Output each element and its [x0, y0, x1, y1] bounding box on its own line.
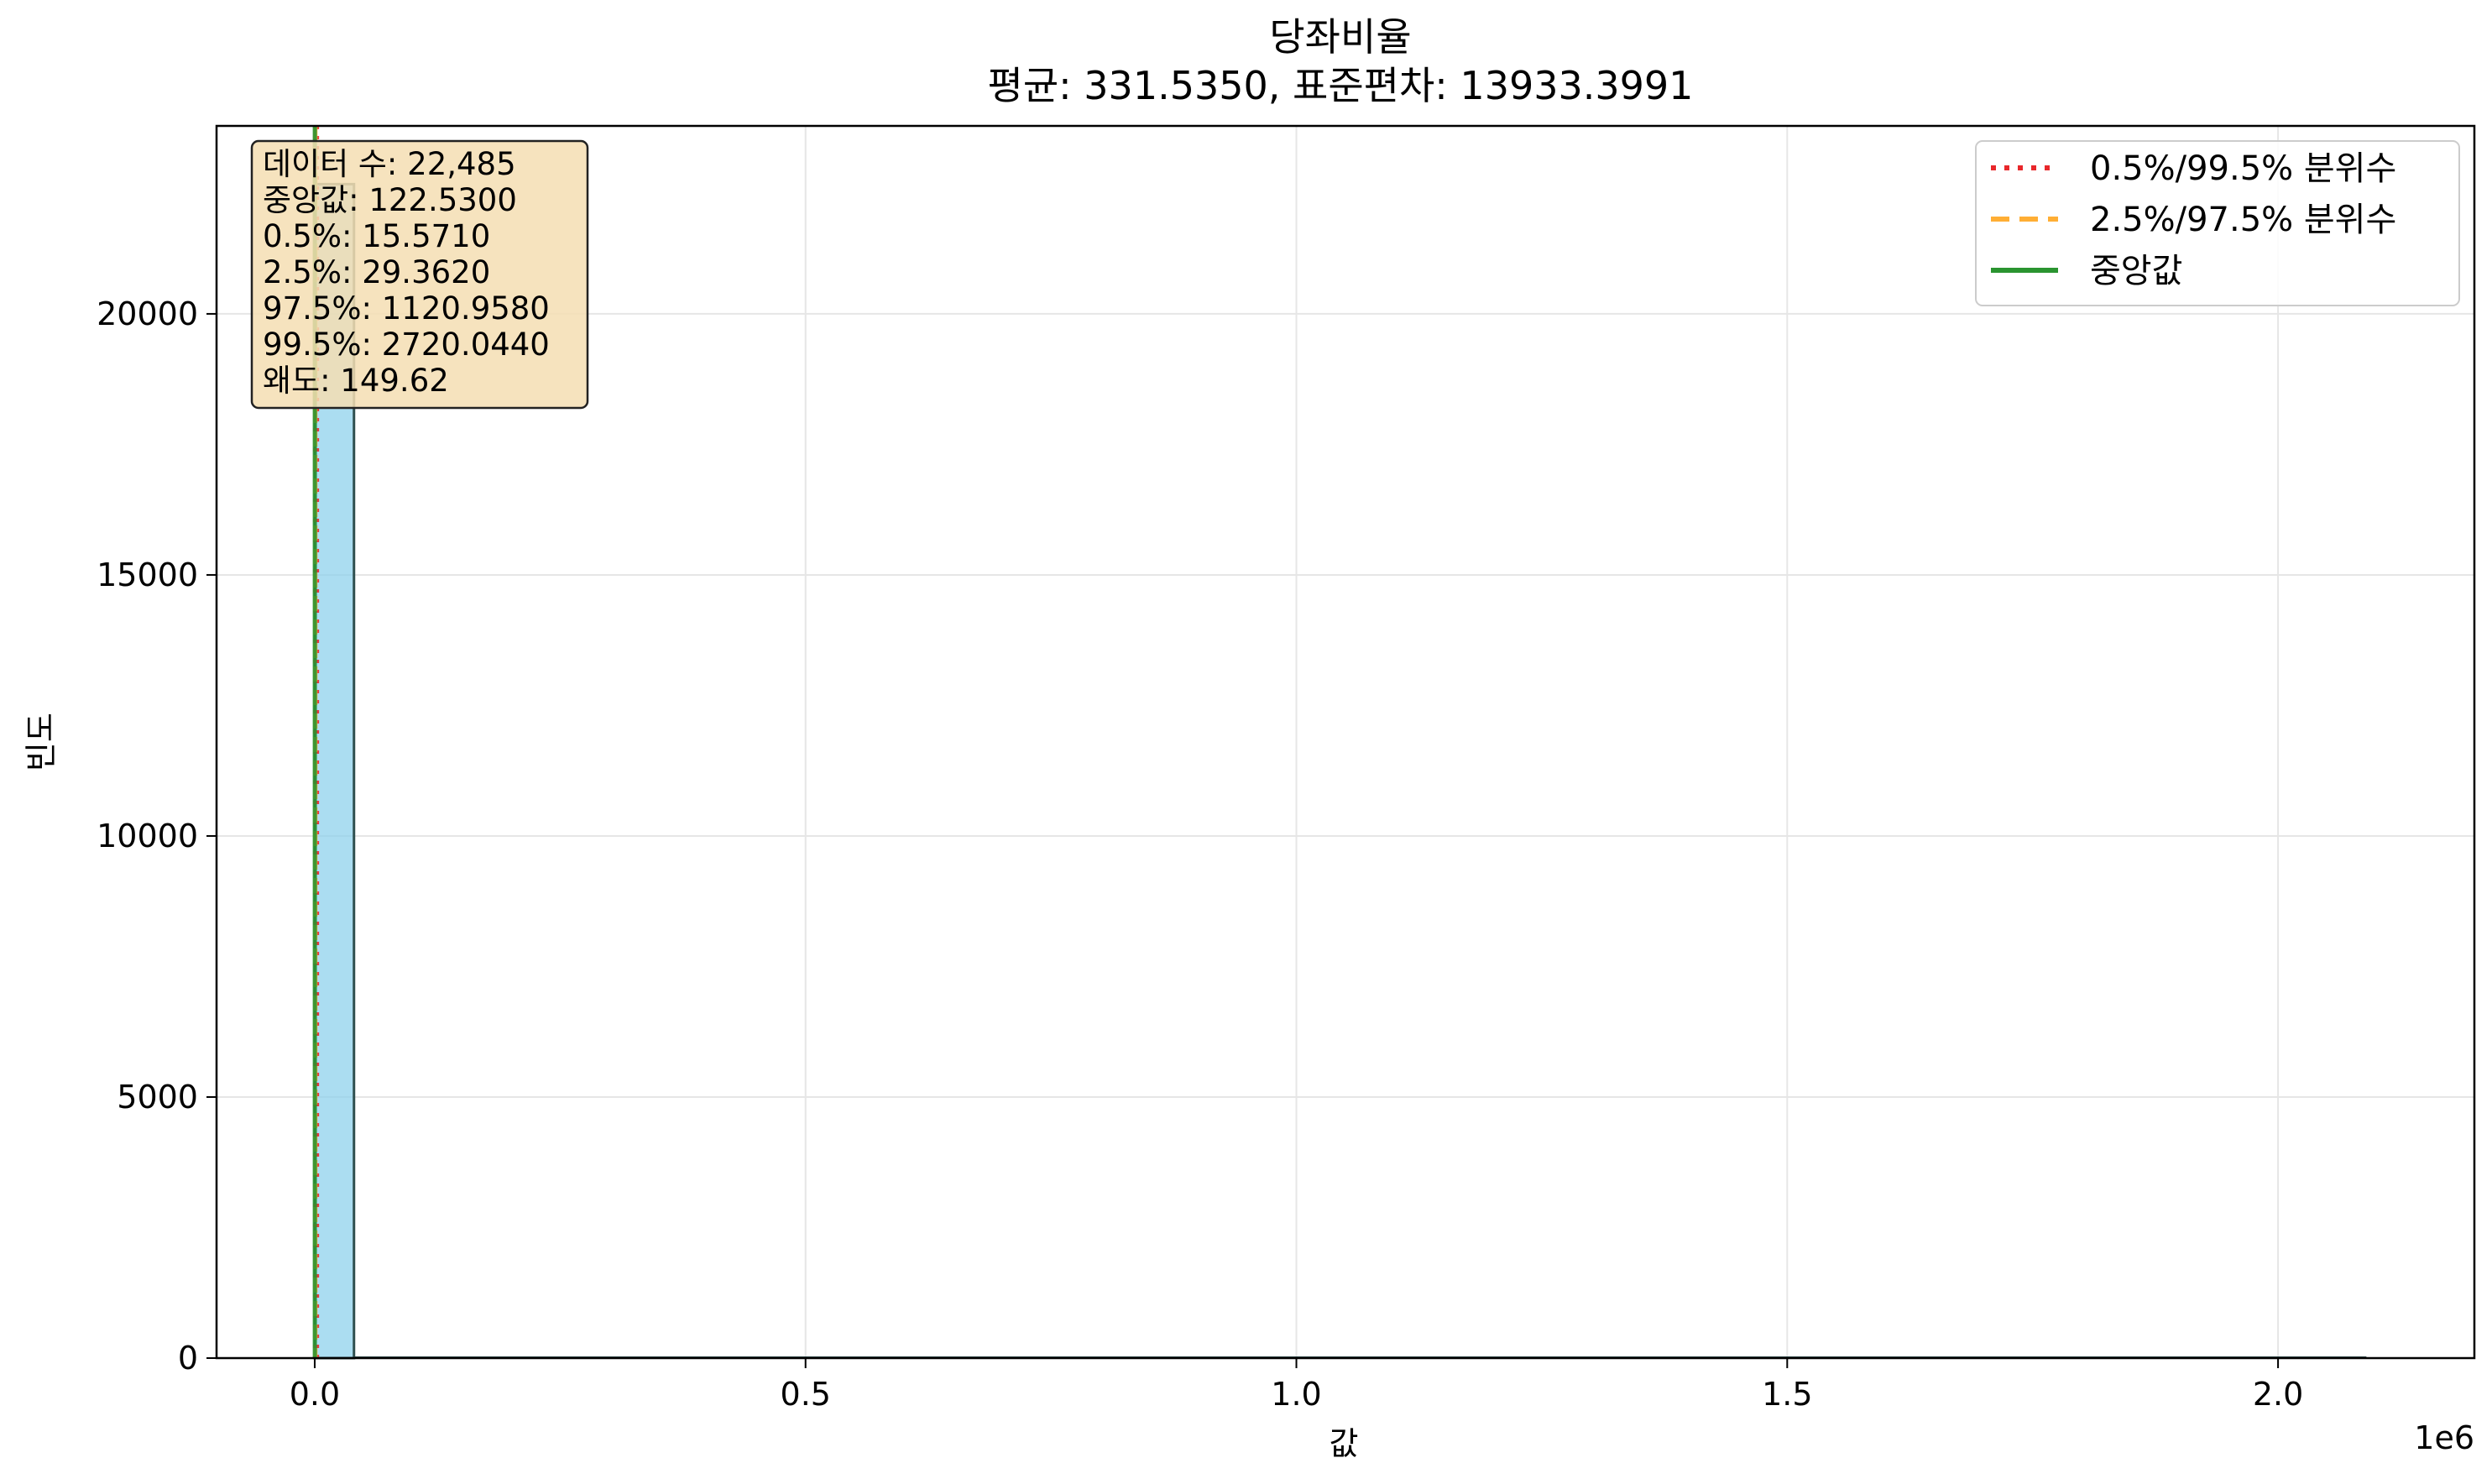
x-axis-label: 값 [1330, 1425, 1359, 1462]
x-tick-label: 0.0 [290, 1376, 340, 1413]
legend-frame [1975, 140, 2460, 306]
x-tick-label: 1.0 [1271, 1376, 1321, 1413]
plot-frame [215, 124, 2476, 1360]
stats-line: 99.5%: 2720.0440 [263, 327, 550, 363]
y-tick-label: 20000 [97, 295, 198, 332]
legend-label: 0.5%/99.5% 분위수 [2090, 149, 2396, 188]
stats-line: 0.5%: 15.5710 [263, 218, 490, 254]
y-tick-label: 10000 [97, 818, 198, 854]
y-axis-label: 빈도 [23, 713, 60, 771]
chart-title: 당좌비율 [1269, 14, 1411, 60]
stats-line: 2.5%: 29.3620 [263, 254, 490, 290]
legend-label: 2.5%/97.5% 분위수 [2090, 201, 2396, 239]
y-axis-ticks: 0 5000 10000 15000 20000 [97, 295, 217, 1377]
stats-line: 97.5%: 1120.9580 [263, 290, 550, 327]
y-tick-label: 15000 [97, 556, 198, 593]
stats-line: 중앙값: 122.5300 [263, 182, 517, 218]
chart-subtitle: 평균: 331.5350, 표준편차: 13933.3991 [988, 63, 1694, 108]
stats-line: 데이터 수: 22,485 [263, 146, 516, 182]
x-tick-label: 0.5 [781, 1376, 831, 1413]
x-tick-label: 1.5 [1762, 1376, 1812, 1413]
x-tick-label: 2.0 [2253, 1376, 2303, 1413]
legend-label: 중앙값 [2090, 252, 2182, 290]
x-axis-offset-label: 1e6 [2414, 1419, 2474, 1456]
stats-line: 왜도: 149.62 [263, 363, 449, 399]
x-axis-ticks: 0.0 0.5 1.0 1.5 2.0 [290, 1358, 2303, 1413]
y-tick-label: 5000 [117, 1079, 198, 1116]
y-tick-label: 0 [178, 1340, 198, 1377]
stats-box-background [250, 139, 589, 410]
